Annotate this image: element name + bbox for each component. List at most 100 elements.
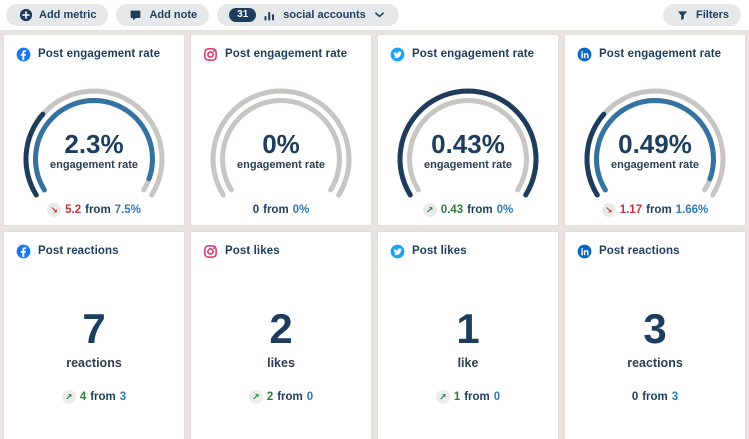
metric-card-twitter-post-likes[interactable]: Post likes 1 like ↗ 1 from 0 <box>377 231 559 439</box>
gauge-center-text: 0.43% engagement rate <box>388 129 548 172</box>
big-number-block: 7 reactions ↗ 4 from 3 <box>4 305 184 406</box>
change-from-word: from <box>646 204 672 216</box>
add-metric-button[interactable]: Add metric <box>6 4 109 26</box>
metric-card-twitter-engagement[interactable]: Post engagement rate 0.43% engagement rate… <box>377 34 559 226</box>
metric-label: reactions <box>66 356 122 371</box>
metric-label: engagement rate <box>610 159 700 172</box>
card-header: Post reactions <box>565 232 745 260</box>
twitter-icon <box>390 47 405 62</box>
card-title: Post reactions <box>599 245 680 257</box>
metric-value: 0% <box>262 129 300 159</box>
metric-label: engagement rate <box>236 159 326 172</box>
accounts-count-badge: 31 <box>229 8 257 22</box>
card-header: Post reactions <box>4 232 184 260</box>
change-previous-value: 0% <box>496 204 514 216</box>
change-amount: 1.17 <box>619 204 643 216</box>
metric-label: engagement rate <box>423 159 513 172</box>
card-title: Post engagement rate <box>38 48 161 60</box>
gauge-center-text: 2.3% engagement rate <box>14 129 174 172</box>
card-header: Post engagement rate <box>565 35 745 63</box>
card-header: Post engagement rate <box>191 35 371 63</box>
add-metric-label: Add metric <box>39 9 97 21</box>
card-header: Post engagement rate <box>378 35 558 63</box>
social-accounts-dropdown[interactable]: 31 social accounts <box>217 4 399 26</box>
arrow-up-icon: ↗ <box>61 390 76 405</box>
big-number-block: 1 like ↗ 1 from 0 <box>378 305 558 406</box>
metric-label: reactions <box>627 356 683 371</box>
arrow-up-icon: ↗ <box>422 203 437 217</box>
filters-label: Filters <box>695 9 729 21</box>
change-indicator: ↗ 2 from 0 <box>191 388 371 406</box>
facebook-icon <box>16 244 31 259</box>
big-number-block: 3 reactions 0 from 3 <box>565 305 745 406</box>
toolbar: Add metric Add note 31 social accounts F… <box>0 0 749 30</box>
accounts-label: social accounts <box>283 9 366 21</box>
card-title: Post reactions <box>38 245 119 257</box>
instagram-icon <box>203 244 218 259</box>
metric-label: like <box>457 356 479 371</box>
change-previous-value: 1.66% <box>675 204 709 216</box>
add-note-button[interactable]: Add note <box>116 4 210 26</box>
card-title: Post engagement rate <box>225 48 348 60</box>
arrow-down-icon: ↘ <box>601 203 616 217</box>
card-title: Post likes <box>225 245 280 257</box>
change-previous-value: 7.5% <box>114 204 141 216</box>
metric-card-linkedin-engagement[interactable]: Post engagement rate 0.49% engagement rate… <box>564 34 746 226</box>
change-previous-value: 0 <box>493 391 501 404</box>
card-header: Post likes <box>191 232 371 260</box>
change-amount: 2 <box>266 391 274 404</box>
metric-value: 2.3% <box>64 129 124 159</box>
change-from-word: from <box>263 204 289 216</box>
linkedin-icon <box>577 244 592 259</box>
card-header: Post engagement rate <box>4 35 184 63</box>
change-amount: 1 <box>453 391 461 404</box>
metric-value: 2 <box>269 305 293 352</box>
metric-label: likes <box>267 356 295 371</box>
big-number-block: 2 likes ↗ 2 from 0 <box>191 305 371 406</box>
card-header: Post likes <box>378 232 558 260</box>
change-indicator: ↗ 4 from 3 <box>4 388 184 406</box>
change-from-word: from <box>85 204 111 216</box>
change-from-word: from <box>277 391 303 404</box>
metric-value: 0.49% <box>618 129 692 159</box>
twitter-icon <box>390 244 405 259</box>
metric-value: 7 <box>82 305 106 352</box>
change-indicator: ↗ 1 from 0 <box>378 388 558 406</box>
change-previous-value: 3 <box>671 391 679 404</box>
plus-circle-icon <box>18 8 33 23</box>
instagram-icon <box>203 47 218 62</box>
chevron-down-icon <box>372 8 387 23</box>
change-amount: 4 <box>79 391 87 404</box>
arrow-down-icon: ↘ <box>47 203 62 217</box>
change-from-word: from <box>90 391 116 404</box>
metric-value: 0.43% <box>431 129 505 159</box>
change-previous-value: 0 <box>306 391 314 404</box>
change-amount: 0 <box>631 391 639 404</box>
facebook-icon <box>16 47 31 62</box>
metric-label: engagement rate <box>49 159 139 172</box>
gauge-chart: 0.43% engagement rate <box>388 63 548 201</box>
add-note-label: Add note <box>149 9 198 21</box>
metric-card-instagram-post-likes[interactable]: Post likes 2 likes ↗ 2 from 0 <box>190 231 372 439</box>
change-indicator: 0 from 3 <box>565 388 745 406</box>
metric-card-instagram-engagement[interactable]: Post engagement rate 0% engagement rate 0 fr… <box>190 34 372 226</box>
change-amount: 0.43 <box>440 204 464 216</box>
note-icon <box>128 8 143 23</box>
metric-card-facebook-post-reactions[interactable]: Post reactions 7 reactions ↗ 4 from 3 <box>3 231 185 439</box>
change-from-word: from <box>467 204 493 216</box>
filters-button[interactable]: Filters <box>662 4 741 26</box>
metric-card-facebook-engagement[interactable]: Post engagement rate 2.3% engagement rate ↘… <box>3 34 185 226</box>
gauge-chart: 0.49% engagement rate <box>575 63 735 201</box>
change-indicator: 0 from 0% <box>191 201 371 219</box>
card-title: Post engagement rate <box>412 48 535 60</box>
change-from-word: from <box>464 391 490 404</box>
card-title: Post engagement rate <box>599 48 722 60</box>
change-indicator: ↗ 0.43 from 0% <box>378 201 558 219</box>
metric-value: 3 <box>643 305 667 352</box>
metric-card-linkedin-post-reactions[interactable]: Post reactions 3 reactions 0 from 3 <box>564 231 746 439</box>
card-title: Post likes <box>412 245 467 257</box>
change-amount: 0 <box>252 204 260 216</box>
change-amount: 5.2 <box>65 204 82 216</box>
arrow-up-icon: ↗ <box>435 390 450 405</box>
metric-value: 1 <box>456 305 480 352</box>
